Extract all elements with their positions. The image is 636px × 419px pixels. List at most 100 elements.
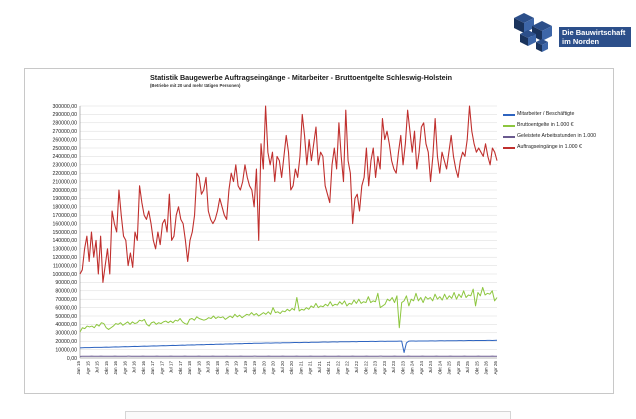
y-tick-label: 280000,00: [52, 121, 77, 127]
y-tick-label: 60000,00: [55, 305, 77, 311]
x-tick-label: Jul 17: [169, 361, 174, 374]
x-tick-label: Okt 25: [474, 361, 479, 375]
x-axis: Jan 15 Apr 15 Jul 15 Okt 15 Jan 16 Apr 16 Jul …: [76, 357, 498, 375]
x-tick-label: Jan 20: [261, 361, 266, 375]
x-tick-label: Jul 22: [354, 361, 359, 374]
x-tick-label: Apr 22: [345, 361, 350, 375]
x-tick-label: Apr 20: [271, 361, 276, 375]
y-tick-label: 130000,00: [52, 247, 77, 253]
chart-series: [79, 105, 498, 357]
y-tick-label: 40000,00: [55, 322, 77, 328]
y-tick-label: 0,00: [67, 356, 77, 362]
legend-label-1: Bruttoentgelte in 1.000 €: [517, 122, 574, 128]
x-tick-label: Okt 19: [252, 361, 257, 375]
x-tick-label: Okt 17: [178, 361, 183, 375]
y-tick-label: 10000,00: [55, 347, 77, 353]
y-tick-label: 90000,00: [55, 280, 77, 286]
y-tick-label: 170000,00: [52, 213, 77, 219]
logo-line-1: Die Bauwirtschaft: [562, 28, 626, 37]
x-tick-label: Jul 25: [465, 361, 470, 374]
x-tick-label: Jan 19: [224, 361, 229, 375]
legend-label-3: Auftragseingänge in 1.000 €: [517, 144, 582, 150]
y-tick-label: 20000,00: [55, 339, 77, 345]
y-tick-label: 150000,00: [52, 230, 77, 236]
x-tick-label: Apr 26: [493, 361, 498, 375]
legend-swatch-3: [503, 147, 515, 149]
y-tick-label: 300000,00: [52, 104, 77, 110]
x-tick-label: Apr 23: [382, 361, 387, 375]
x-tick-label: Apr 16: [122, 361, 127, 375]
y-tick-label: 240000,00: [52, 154, 77, 160]
x-tick-label: Apr 24: [419, 361, 424, 375]
y-tick-label: 290000,00: [52, 112, 77, 118]
x-tick-label: Jan 15: [76, 361, 81, 375]
x-tick-label: Okt 23: [400, 361, 405, 375]
y-tick-label: 70000,00: [55, 297, 77, 303]
legend-swatch-0: [503, 114, 515, 116]
series-line-1: [79, 286, 498, 333]
x-tick-label: Apr 19: [234, 361, 239, 375]
y-tick-label: 250000,00: [52, 146, 77, 152]
x-tick-label: Jan 22: [335, 361, 340, 375]
x-tick-label: Jan 21: [298, 361, 303, 375]
x-tick-label: Okt 15: [104, 361, 109, 375]
x-tick-label: Jan 26: [484, 361, 489, 375]
x-tick-label: Jan 23: [373, 361, 378, 375]
y-tick-label: 120000,00: [52, 255, 77, 261]
legend-swatch-2: [503, 136, 515, 138]
y-axis: 0,00 10000,00 20000,00 30000,00 40000,00 5000…: [52, 104, 81, 362]
x-tick-label: Okt 22: [363, 361, 368, 375]
legend-label-0: Mitarbeiter / Beschäftigte: [517, 111, 575, 117]
cube-logo-icon: [514, 13, 552, 52]
x-tick-label: Okt 16: [141, 361, 146, 375]
series-line-0: [79, 339, 498, 354]
y-tick-label: 190000,00: [52, 196, 77, 202]
y-tick-label: 100000,00: [52, 272, 77, 278]
y-tick-label: 30000,00: [55, 331, 77, 337]
x-tick-label: Okt 21: [326, 361, 331, 375]
y-tick-label: 50000,00: [55, 314, 77, 320]
y-tick-label: 160000,00: [52, 221, 77, 227]
x-tick-label: Apr 18: [196, 361, 201, 375]
chart-subtitle: (Betriebe mit 20 und mehr tätigen Person…: [150, 83, 241, 88]
x-tick-label: Apr 17: [159, 361, 164, 375]
y-tick-label: 230000,00: [52, 163, 77, 169]
y-tick-label: 270000,00: [52, 129, 77, 135]
x-tick-label: Jul 16: [132, 361, 137, 374]
x-tick-label: Apr 15: [85, 361, 90, 375]
x-tick-label: Jul 24: [428, 361, 433, 374]
x-tick-label: Okt 18: [215, 361, 220, 375]
x-tick-label: Jul 23: [391, 361, 396, 374]
x-tick-label: Jul 18: [206, 361, 211, 374]
x-tick-label: Jul 15: [95, 361, 100, 374]
logo-line-2: im Norden: [562, 37, 600, 46]
x-tick-label: Apr 21: [308, 361, 313, 375]
x-tick-label: Jan 24: [410, 361, 415, 375]
x-tick-label: Apr 25: [456, 361, 461, 375]
bottom-toolbar: [125, 411, 511, 419]
company-logo: Die Bauwirtschaft im Norden: [506, 12, 632, 54]
x-tick-label: Jan 18: [187, 361, 192, 375]
y-tick-label: 260000,00: [52, 137, 77, 143]
legend-label-2: Geleistete Arbeitsstunden in 1.000: [517, 133, 597, 139]
x-tick-label: Jan 16: [113, 361, 118, 375]
chart-frame: [24, 68, 614, 394]
x-tick-label: Jan 17: [150, 361, 155, 375]
series-line-3: [79, 105, 498, 283]
legend-swatch-1: [503, 125, 515, 127]
logo-text: Die Bauwirtschaft im Norden: [559, 27, 631, 47]
y-tick-label: 200000,00: [52, 188, 77, 194]
y-tick-label: 220000,00: [52, 171, 77, 177]
x-tick-label: Okt 24: [437, 361, 442, 375]
y-tick-label: 80000,00: [55, 289, 77, 295]
x-tick-label: Jul 21: [317, 361, 322, 374]
x-tick-label: Jan 25: [447, 361, 452, 375]
chart-title: Statistik Baugewerbe Auftragseingänge - …: [150, 73, 453, 82]
y-tick-label: 110000,00: [53, 263, 77, 269]
x-tick-label: Jul 20: [280, 361, 285, 374]
x-tick-label: Okt 20: [289, 361, 294, 375]
x-tick-label: Jul 19: [243, 361, 248, 374]
y-tick-label: 180000,00: [52, 205, 77, 211]
y-tick-label: 140000,00: [52, 238, 77, 244]
